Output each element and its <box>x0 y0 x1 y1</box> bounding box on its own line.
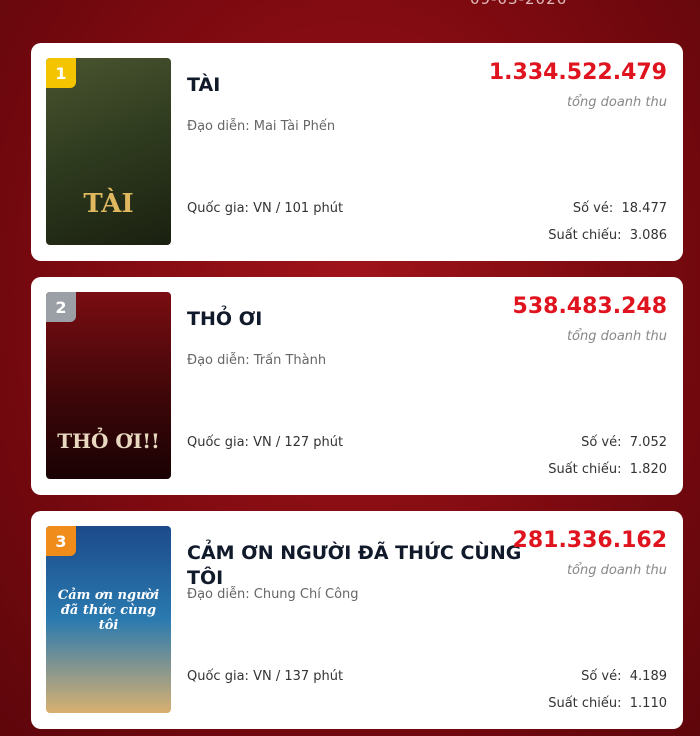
screenings: Suất chiếu: 1.110 <box>548 696 667 711</box>
rank-badge: 2 <box>46 292 76 322</box>
movie-card[interactable]: THỎ ƠI!! 2 THỎ ƠI Đạo diễn: Trấn Thành Q… <box>31 277 683 495</box>
country-duration: Quốc gia: VN / 127 phút <box>187 435 344 450</box>
movie-card[interactable]: TÀI 1 TÀI Đạo diễn: Mai Tài Phến Quốc gi… <box>31 43 683 261</box>
revenue: 1.334.522.479 <box>488 60 667 85</box>
tickets: Số vé: 18.477 <box>572 201 667 216</box>
revenue: 538.483.248 <box>512 294 667 319</box>
poster-title: Cảm ơn người đã thức cùng tôi <box>57 588 160 633</box>
director: Đạo diễn: Trấn Thành <box>187 353 327 368</box>
revenue: 281.336.162 <box>512 528 667 553</box>
director: Đạo diễn: Mai Tài Phến <box>187 119 336 134</box>
date-label: 09-03-2026 <box>470 0 567 8</box>
country-duration: Quốc gia: VN / 101 phút <box>187 201 344 216</box>
movie-card[interactable]: Cảm ơn người đã thức cùng tôi 3 CẢM ƠN N… <box>31 511 683 729</box>
movie-title[interactable]: CẢM ƠN NGƯỜI ĐÃ THỨC CÙNG TÔI <box>187 542 522 589</box>
movie-title[interactable]: TÀI <box>187 74 221 96</box>
screenings: Suất chiếu: 1.820 <box>548 462 667 477</box>
poster-title: TÀI <box>83 189 134 219</box>
revenue-label: tổng doanh thu <box>566 95 667 110</box>
country-duration: Quốc gia: VN / 137 phút <box>187 669 344 684</box>
screenings: Suất chiếu: 3.086 <box>548 228 667 243</box>
movie-poster[interactable]: TÀI 1 <box>46 58 171 245</box>
poster-title: THỎ ƠI!! <box>57 429 160 453</box>
rank-badge: 1 <box>46 58 76 88</box>
director: Đạo diễn: Chung Chí Công <box>187 587 359 602</box>
tickets: Số vé: 7.052 <box>581 435 667 450</box>
movie-title[interactable]: THỎ ƠI <box>187 308 263 330</box>
revenue-label: tổng doanh thu <box>566 563 667 578</box>
rank-badge: 3 <box>46 526 76 556</box>
tickets: Số vé: 4.189 <box>581 669 667 684</box>
movie-poster[interactable]: THỎ ƠI!! 2 <box>46 292 171 479</box>
revenue-label: tổng doanh thu <box>566 329 667 344</box>
movie-poster[interactable]: Cảm ơn người đã thức cùng tôi 3 <box>46 526 171 713</box>
